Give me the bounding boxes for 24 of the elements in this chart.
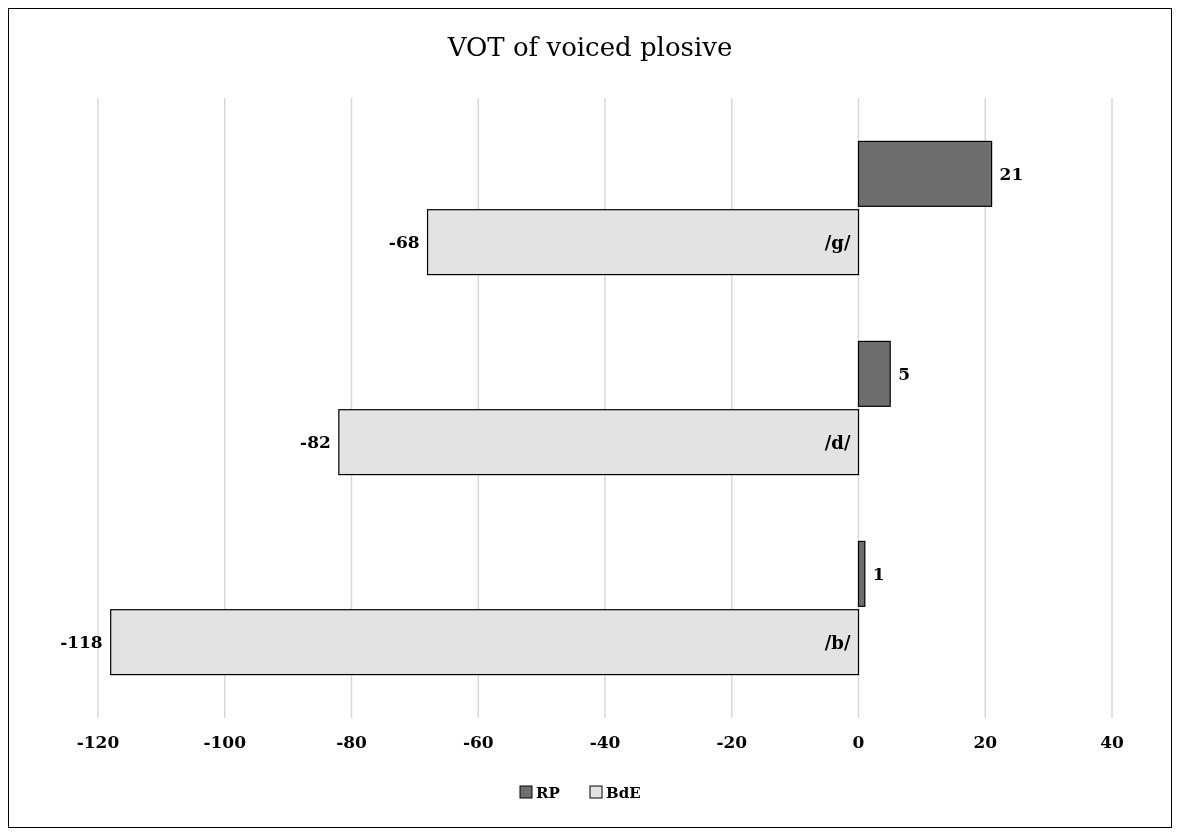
y-tick-label: /d/ [824, 432, 851, 454]
x-tick-label: -80 [336, 732, 368, 752]
x-tick-label: -40 [589, 732, 621, 752]
bar [857, 540, 866, 607]
y-tick-label: /g/ [824, 232, 851, 254]
chart-title: VOT of voiced plosive [446, 32, 733, 62]
x-tick-label: -100 [203, 732, 247, 752]
bar [857, 140, 993, 207]
data-label: -82 [300, 432, 331, 453]
legend-label: BdE [606, 784, 641, 803]
x-tick-label: 20 [973, 732, 998, 752]
x-tick-label: -20 [716, 732, 748, 752]
x-tick-label: -120 [76, 732, 120, 752]
data-label: -68 [388, 232, 420, 253]
data-label: 5 [898, 363, 911, 384]
data-label: 1 [872, 563, 885, 584]
x-tick-label: 40 [1100, 732, 1124, 752]
y-tick-label: /b/ [824, 632, 851, 654]
bar [857, 340, 891, 407]
data-label: 21 [999, 163, 1024, 184]
x-tick-label: -60 [462, 732, 494, 752]
legend-label: RP [536, 784, 560, 803]
x-tick-label: 0 [852, 732, 865, 752]
data-label: -118 [60, 632, 103, 653]
